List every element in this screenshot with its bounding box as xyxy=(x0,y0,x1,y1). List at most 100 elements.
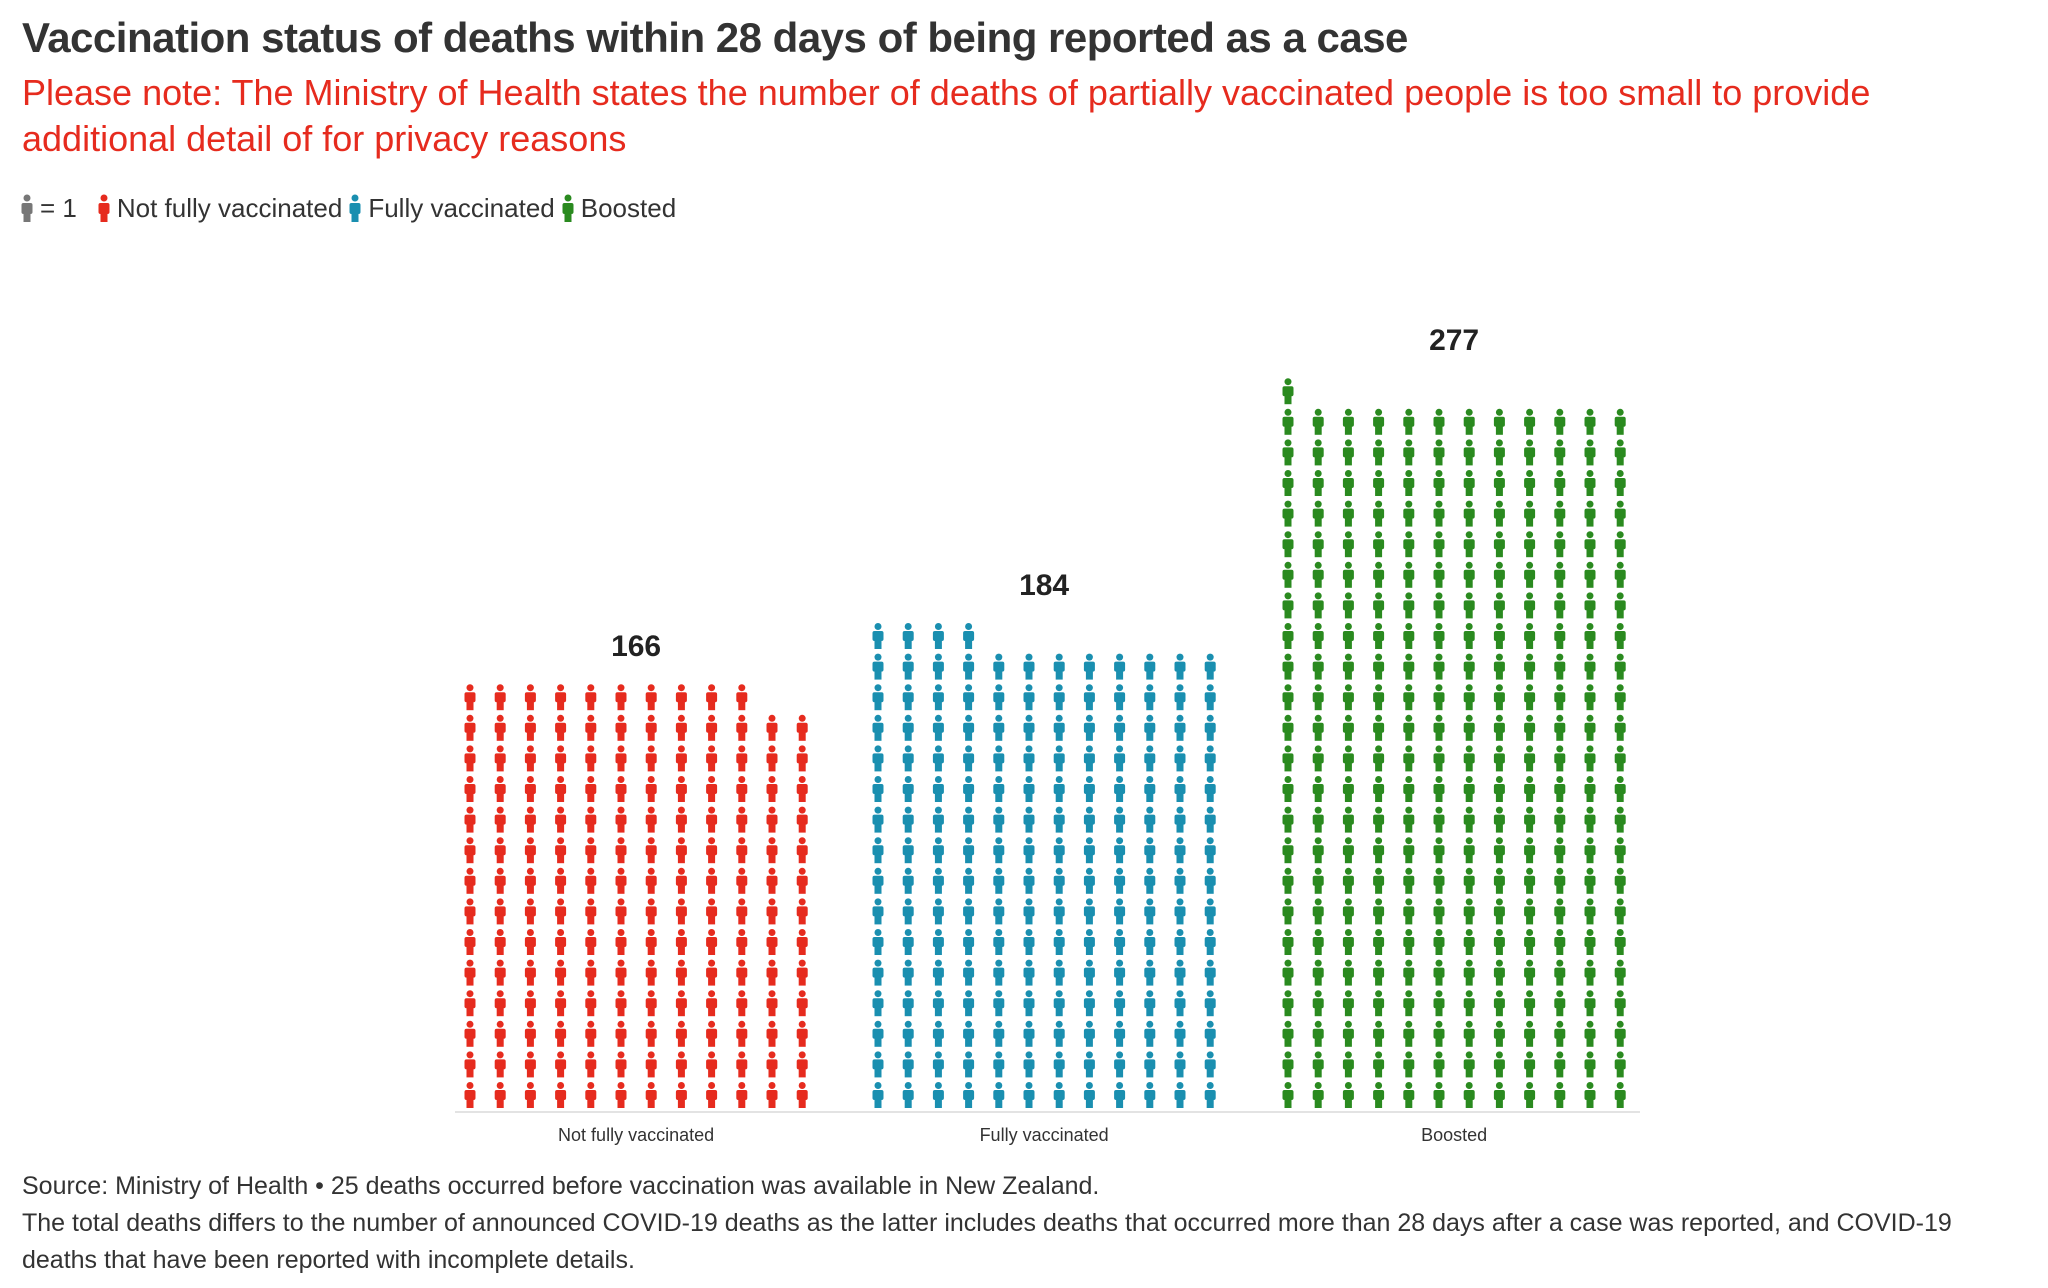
icon-head xyxy=(1055,929,1063,936)
icon-body xyxy=(1433,600,1445,611)
icon-body xyxy=(615,1028,627,1039)
icon-head xyxy=(934,623,942,630)
icon-head xyxy=(1146,929,1154,936)
icon-legs xyxy=(1284,1098,1292,1108)
waffle-icon xyxy=(645,1051,657,1078)
icon-head xyxy=(708,959,716,967)
waffle-icon xyxy=(1174,1082,1186,1108)
icon-body xyxy=(1433,508,1445,519)
waffle-icon xyxy=(1554,500,1566,527)
waffle-icon xyxy=(1282,378,1294,405)
icon-head xyxy=(1206,806,1214,814)
icon-head xyxy=(874,898,882,906)
icon-head xyxy=(798,867,806,875)
icon-head xyxy=(1146,990,1154,998)
icon-legs xyxy=(617,1006,625,1017)
waffle-icon xyxy=(1373,561,1385,588)
icon-body xyxy=(1312,416,1324,427)
icon-legs xyxy=(1344,700,1352,711)
icon-body xyxy=(1342,1028,1354,1039)
icon-body xyxy=(1524,967,1536,978)
icon-legs xyxy=(1556,730,1564,741)
icon-body xyxy=(1403,631,1415,641)
icon-body xyxy=(615,814,627,825)
waffle-icon xyxy=(1204,1051,1216,1078)
icon-body xyxy=(1554,998,1566,1009)
icon-legs xyxy=(466,1036,474,1047)
icon-body xyxy=(766,722,778,733)
icon-legs xyxy=(738,1067,746,1078)
icon-legs xyxy=(995,975,1003,986)
icon-body xyxy=(1614,631,1626,641)
waffle-icon xyxy=(902,1020,914,1047)
icon-head xyxy=(738,1082,746,1089)
icon-head xyxy=(1556,531,1564,539)
waffle-icon xyxy=(1403,561,1415,588)
icon-body xyxy=(585,998,597,1009)
icon-body xyxy=(1342,661,1354,672)
icon-legs xyxy=(1055,700,1063,711)
icon-body xyxy=(1373,447,1385,458)
icon-legs xyxy=(466,1098,474,1108)
waffle-icon xyxy=(1493,898,1505,925)
icon-legs xyxy=(677,700,685,711)
icon-legs xyxy=(1375,730,1383,741)
icon-body xyxy=(1463,539,1475,550)
icon-legs xyxy=(768,853,776,864)
icon-legs xyxy=(1344,669,1352,680)
icon-head xyxy=(617,959,625,967)
icon-legs xyxy=(934,669,942,680)
waffle-icon xyxy=(1282,929,1294,955)
icon-head xyxy=(557,959,565,967)
icon-head xyxy=(1314,806,1322,814)
waffle-icon xyxy=(872,929,884,955)
waffle-icon xyxy=(615,745,627,772)
icon-head xyxy=(934,867,942,875)
waffle-icon xyxy=(1614,653,1626,680)
icon-legs xyxy=(1465,424,1473,435)
icon-body xyxy=(1282,1059,1294,1070)
waffle-icon xyxy=(1342,408,1354,435)
icon-head xyxy=(1206,990,1214,998)
icon-head xyxy=(647,929,655,936)
waffle-icon xyxy=(1463,500,1475,527)
icon-head xyxy=(1055,867,1063,875)
icon-legs xyxy=(1314,608,1322,619)
icon-legs xyxy=(647,853,655,864)
waffle-icon xyxy=(1403,1082,1415,1108)
icon-legs xyxy=(1344,424,1352,435)
icon-legs xyxy=(1314,730,1322,741)
icon-legs xyxy=(1586,1036,1594,1047)
icon-body xyxy=(1083,722,1095,733)
icon-head xyxy=(874,929,882,936)
waffle-icon xyxy=(1144,806,1156,833)
waffle-icon xyxy=(736,1051,748,1078)
icon-legs xyxy=(1025,792,1033,802)
icon-legs xyxy=(995,883,1003,894)
legend-icon-head xyxy=(351,194,359,202)
waffle-icon xyxy=(1463,1051,1475,1078)
waffle-icon xyxy=(706,837,718,864)
waffle-icon xyxy=(524,929,536,955)
icon-legs xyxy=(1465,1098,1473,1108)
icon-legs xyxy=(1586,1067,1594,1078)
icon-head xyxy=(1314,684,1322,692)
icon-legs xyxy=(677,1036,685,1047)
waffle-icon xyxy=(1083,837,1095,864)
icon-body xyxy=(585,1028,597,1039)
waffle-icon xyxy=(675,929,687,955)
waffle-icon xyxy=(1144,1082,1156,1108)
waffle-icon xyxy=(1312,623,1324,649)
icon-body xyxy=(1493,600,1505,611)
icon-head xyxy=(904,776,912,783)
icon-legs xyxy=(1556,1098,1564,1108)
icon-head xyxy=(738,806,746,814)
icon-head xyxy=(1176,898,1184,906)
icon-body xyxy=(872,661,884,672)
icon-legs xyxy=(1025,700,1033,711)
icon-body xyxy=(1433,1028,1445,1039)
icon-body xyxy=(1584,1090,1596,1100)
icon-legs xyxy=(1375,853,1383,864)
icon-legs xyxy=(1284,1006,1292,1017)
icon-head xyxy=(1344,1051,1352,1059)
